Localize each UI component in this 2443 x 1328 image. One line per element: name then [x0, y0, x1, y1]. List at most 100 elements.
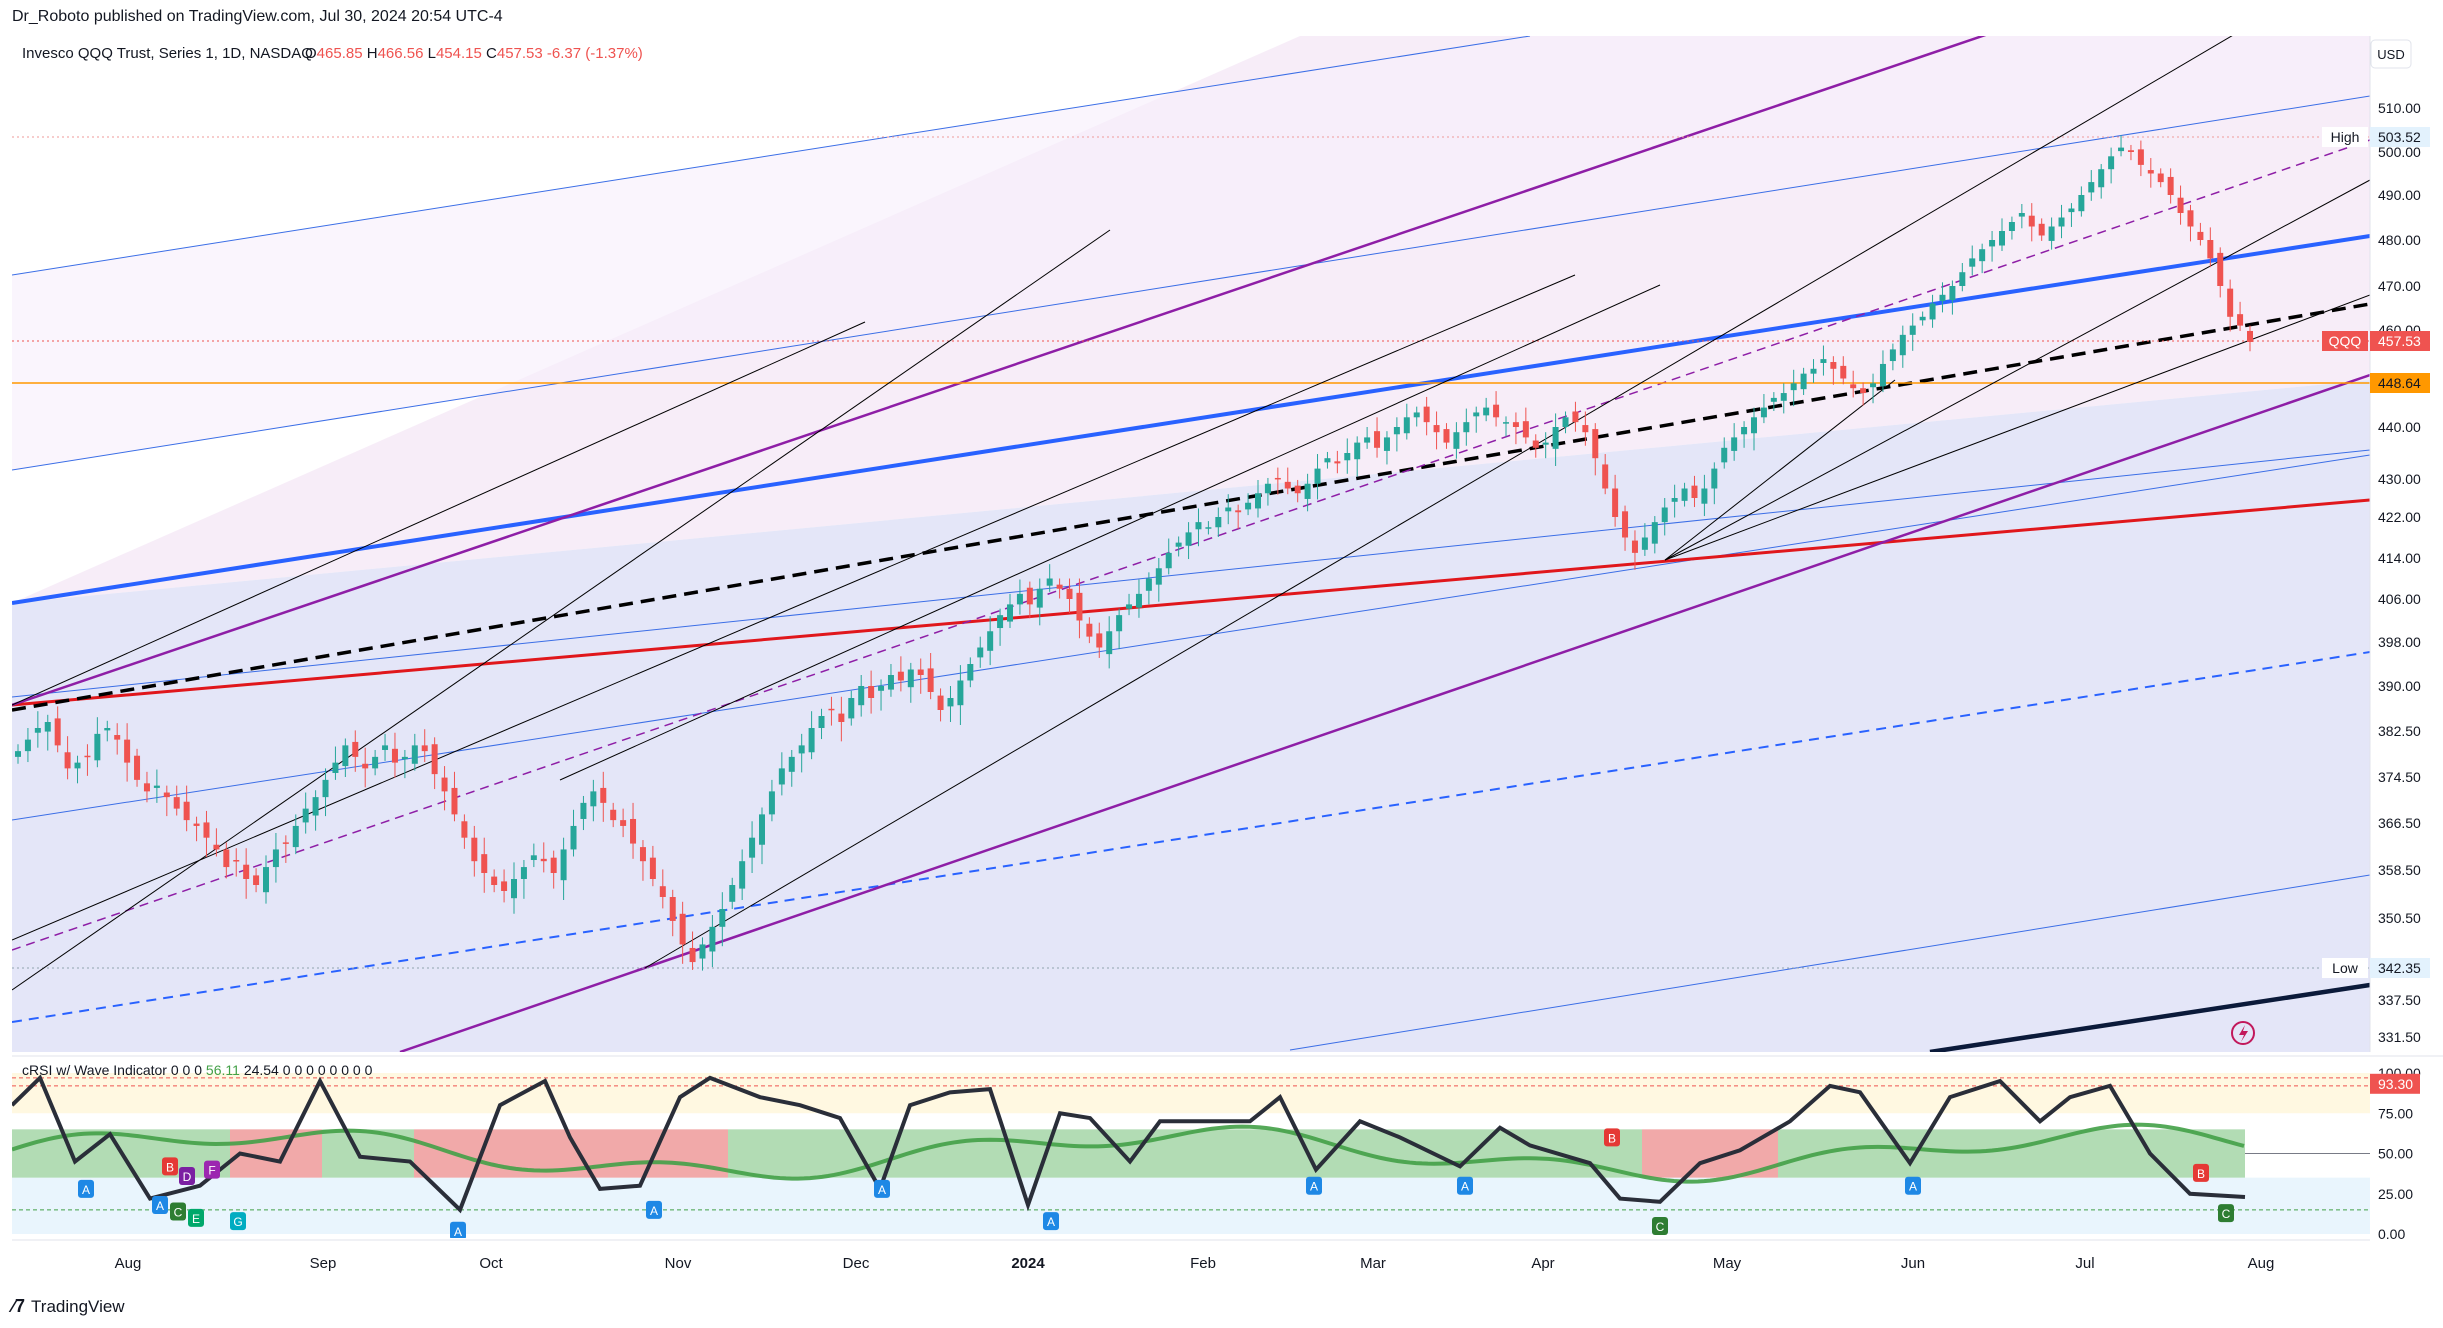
oversold-zone	[12, 1177, 2370, 1234]
candle	[1542, 432, 1549, 459]
candle-body	[570, 825, 577, 850]
candle	[2078, 186, 2085, 217]
candle-body	[143, 783, 150, 792]
candle-body	[1602, 464, 1609, 489]
candle-body	[719, 909, 726, 927]
indicator-value: 0	[306, 1062, 318, 1078]
candle	[2177, 185, 2184, 225]
candle	[203, 810, 210, 858]
crsi-current-box	[2370, 1073, 2420, 1094]
candle-body	[1909, 325, 1916, 335]
candle-body	[610, 809, 617, 821]
candle-body	[729, 885, 736, 902]
candle-body	[1264, 483, 1271, 494]
candle-body	[1701, 488, 1708, 504]
candle	[401, 749, 408, 779]
candle-body	[213, 844, 220, 850]
candle-body	[74, 762, 81, 769]
candle-body	[1393, 427, 1400, 435]
candle	[2098, 164, 2105, 199]
candle	[2068, 203, 2075, 227]
candle-body	[1423, 406, 1430, 423]
candle-body	[1661, 507, 1668, 523]
candle-body	[233, 860, 240, 862]
indicator-value: 0	[183, 1062, 195, 1078]
price-tick-label: 440.00	[2378, 419, 2421, 435]
candle	[848, 690, 855, 726]
candle	[1135, 579, 1142, 618]
candle	[124, 723, 131, 782]
indicator-value: 0	[171, 1062, 183, 1078]
candle	[689, 931, 696, 970]
price-label: 448.64	[2370, 373, 2430, 393]
candle-body	[1225, 507, 1232, 512]
candle-body	[253, 875, 260, 885]
candle-body	[1443, 429, 1450, 443]
candle-body	[1126, 604, 1133, 609]
candle	[441, 766, 448, 811]
candle	[967, 657, 974, 688]
brand-name: TradingView	[31, 1296, 125, 1316]
crsi-marker-label: C	[1656, 1220, 1665, 1234]
candle	[1949, 280, 1956, 315]
brand-footer[interactable]: ⁄7 TradingView	[12, 1296, 125, 1317]
candle	[1701, 474, 1708, 517]
candle	[1989, 231, 1996, 262]
candle-body	[1840, 365, 1847, 379]
alert-icon[interactable]	[2231, 1021, 2255, 1045]
crsi-marker-label: A	[82, 1183, 90, 1197]
price-label-tag: High	[2331, 129, 2360, 145]
candle-body	[2217, 252, 2224, 286]
candle-body	[1076, 592, 1083, 621]
price-axis[interactable]: 510.00500.00490.00480.00470.00460.00440.…	[2322, 36, 2430, 1052]
candle-body	[917, 669, 924, 675]
candle-body	[292, 825, 299, 848]
price-label-tag: Low	[2332, 960, 2359, 976]
candle	[1592, 423, 1599, 476]
candle-body	[679, 913, 686, 945]
candle	[1493, 391, 1500, 427]
candle	[1929, 294, 1936, 328]
candle-body	[401, 756, 408, 760]
time-axis[interactable]: Aug Sep Oct Nov Dec 2024 Feb Mar Apr May Jun Jul Aug	[115, 1255, 2275, 1272]
candle-body	[1780, 393, 1787, 401]
black-fan-line-1	[12, 229, 1111, 991]
crsi-line	[12, 1074, 2246, 1214]
candle	[1760, 394, 1767, 424]
candle-body	[2157, 173, 2164, 183]
black-fan-line-6	[1664, 179, 2370, 561]
candle	[1731, 423, 1738, 461]
svg-text:cRSI w/ Wave Indicator 0 0: cRSI w/ Wave Indicator 0 0 0 56.11 24.54…	[22, 1062, 373, 1078]
candle-body	[193, 823, 200, 826]
candle-body	[1165, 552, 1172, 569]
candle-body	[749, 837, 756, 858]
candle-body	[858, 686, 865, 706]
candle	[808, 711, 815, 760]
price-label: 457.53 QQQ	[2322, 331, 2430, 351]
candle	[729, 877, 736, 909]
candle	[590, 779, 597, 822]
currency-button[interactable]: USD	[2370, 39, 2412, 69]
candle-body	[1483, 407, 1490, 416]
candle-body	[1314, 468, 1321, 484]
main-pane[interactable]	[12, 30, 2370, 1052]
candle-body	[1860, 388, 1867, 394]
blue-dashed-line	[12, 651, 2370, 1023]
candle	[1870, 373, 1877, 404]
crsi-marker-box	[1457, 1176, 1473, 1195]
candle	[213, 828, 220, 857]
candle-body	[1929, 303, 1936, 320]
candle-body	[848, 698, 855, 719]
candle	[610, 802, 617, 828]
candle-body	[163, 792, 170, 798]
candle	[1691, 475, 1698, 508]
candle	[2048, 217, 2055, 250]
price-label-box	[2370, 958, 2430, 978]
candle-body	[878, 686, 885, 691]
ohlc-value: 457.53	[497, 45, 543, 62]
candle	[1403, 403, 1410, 440]
candle-body	[511, 879, 517, 899]
